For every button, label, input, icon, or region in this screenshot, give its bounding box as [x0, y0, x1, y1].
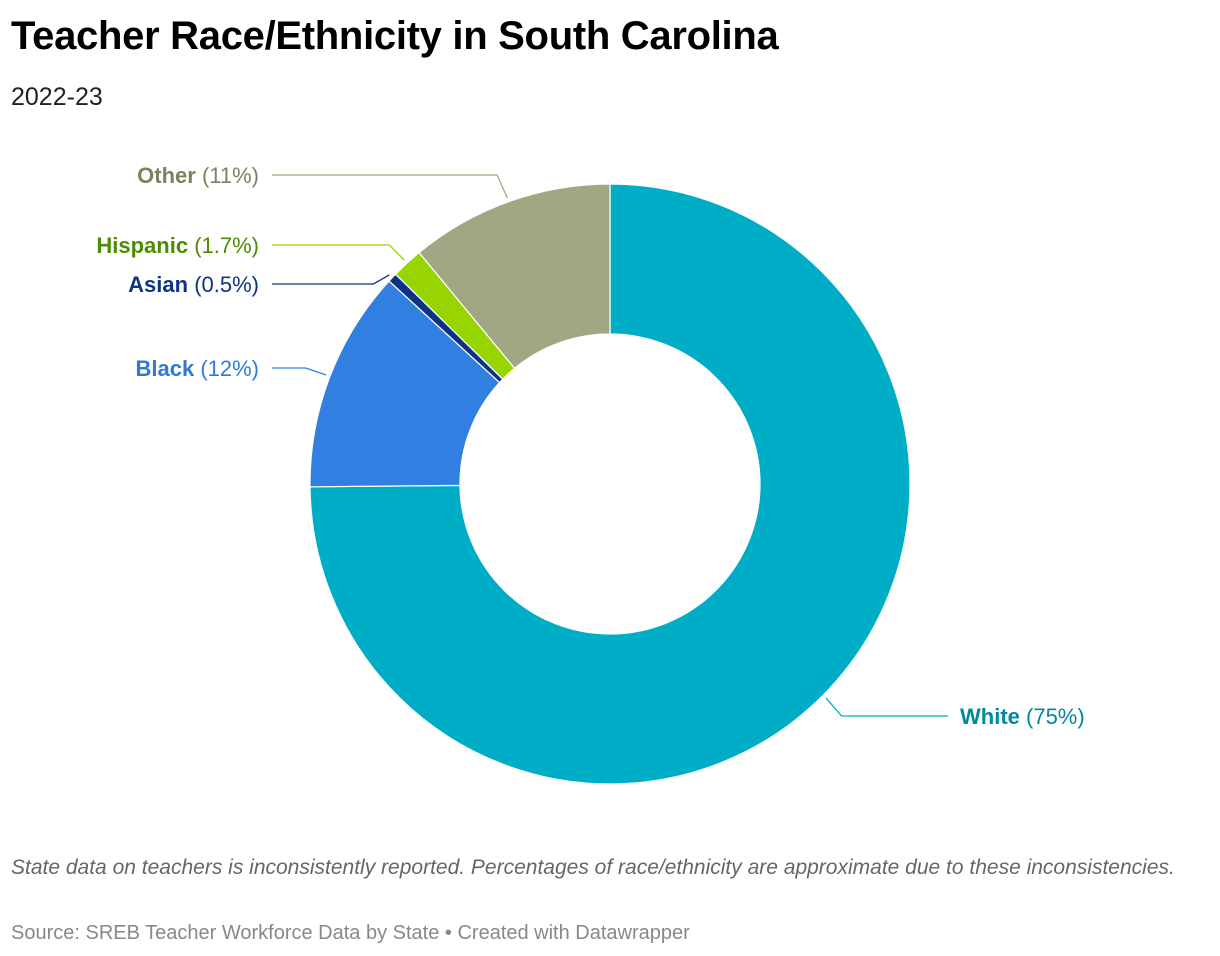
leader-line-other — [272, 174, 508, 199]
slice-white — [309, 183, 911, 785]
label-hispanic: Hispanic (1.7%) — [96, 233, 259, 258]
label-name-asian: Asian — [128, 272, 188, 297]
chart-note: State data on teachers is inconsistently… — [11, 856, 1175, 879]
label-black: Black (12%) — [135, 356, 259, 381]
label-value-black: (12%) — [194, 356, 259, 381]
label-value-white: (75%) — [1020, 704, 1085, 729]
leader-line-hispanic — [272, 244, 405, 261]
label-name-white: White — [960, 704, 1020, 729]
chart-title: Teacher Race/Ethnicity in South Carolina — [11, 14, 779, 58]
label-white: White (75%) — [960, 704, 1085, 729]
label-value-hispanic: (1.7%) — [188, 233, 259, 258]
label-name-black: Black — [135, 356, 194, 381]
leader-line-asian — [272, 274, 390, 285]
label-asian: Asian (0.5%) — [128, 272, 259, 297]
label-name-other: Other — [137, 163, 196, 188]
label-other: Other (11%) — [137, 163, 259, 188]
label-value-asian: (0.5%) — [188, 272, 259, 297]
leader-line-white — [825, 697, 948, 717]
leader-line-black — [272, 367, 327, 376]
chart-subtitle: 2022-23 — [11, 83, 103, 111]
label-name-hispanic: Hispanic — [96, 233, 188, 258]
slice-other — [418, 183, 611, 370]
chart-source: Source: SREB Teacher Workforce Data by S… — [11, 922, 690, 944]
label-value-other: (11%) — [196, 163, 259, 188]
